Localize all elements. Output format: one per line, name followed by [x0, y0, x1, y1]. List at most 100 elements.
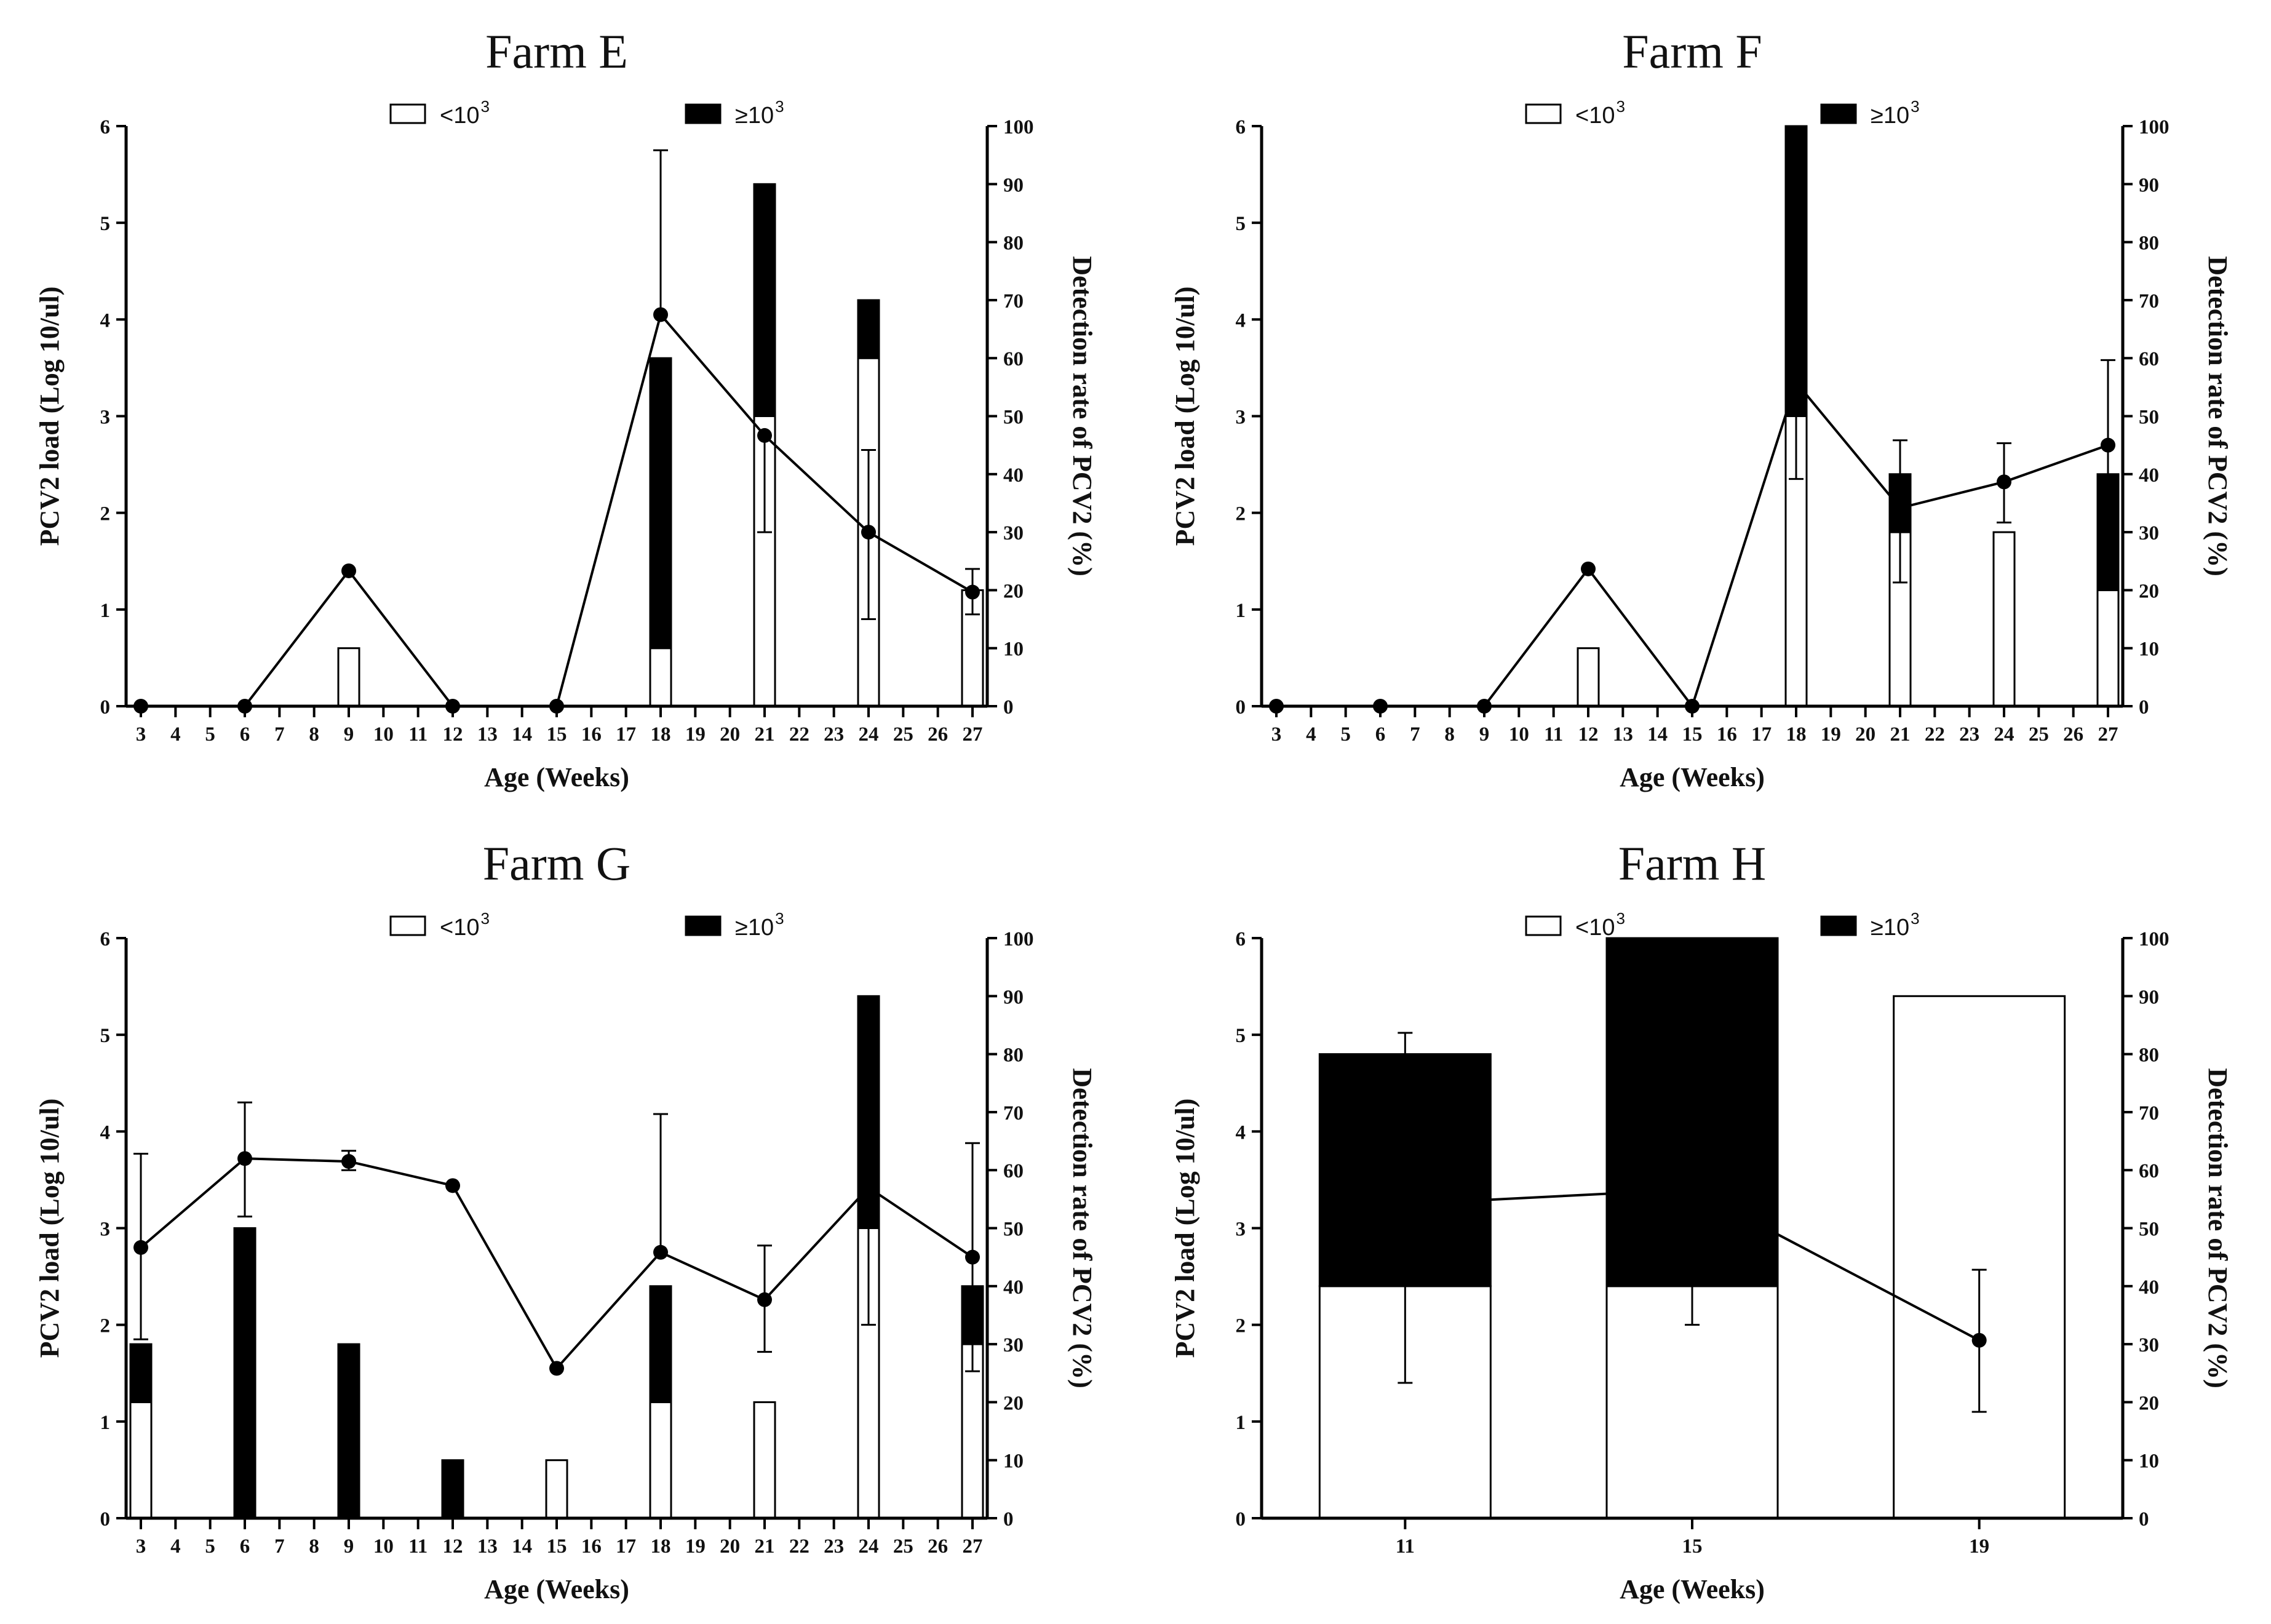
x-tick-label: 13 — [477, 723, 498, 746]
x-tick-label: 19 — [685, 723, 706, 746]
y2-tick-label: 20 — [1003, 580, 1024, 602]
x-axis-label: Age (Weeks) — [1620, 1574, 1765, 1604]
legend-swatch-low — [1525, 915, 1562, 936]
y-tick-label: 1 — [1236, 600, 1246, 622]
bar-high-week-3 — [129, 1343, 153, 1403]
x-tick-label: 24 — [859, 1535, 879, 1558]
load-point-week-21 — [757, 1292, 772, 1307]
x-tick-label: 8 — [1444, 723, 1455, 746]
bar-low-week-18 — [649, 647, 672, 707]
y2-tick-label: 70 — [1003, 290, 1024, 312]
y-tick-label: 4 — [100, 309, 111, 332]
bar-high-week-21 — [753, 183, 776, 417]
x-tick-label: 14 — [512, 1535, 532, 1558]
x-tick-label: 16 — [1717, 723, 1737, 746]
x-tick-label: 20 — [720, 723, 740, 746]
x-tick-label: 13 — [477, 1535, 498, 1558]
y-tick-label: 6 — [1236, 116, 1246, 138]
legend-entry-low: <10 3 — [389, 909, 490, 941]
x-tick-label: 17 — [1751, 723, 1772, 746]
x-tick-label: 17 — [616, 723, 636, 746]
y2-tick-label: 80 — [2139, 233, 2159, 255]
x-tick-label: 21 — [755, 723, 775, 746]
bar-high-week-18 — [649, 357, 672, 650]
legend-label-low: <10 — [440, 915, 479, 941]
y-axis-label: PCV2 load (Log 10/ul) — [1170, 1099, 1200, 1358]
y2-tick-label: 100 — [1003, 116, 1034, 138]
y2-tick-label: 90 — [1003, 986, 1024, 1008]
bar-low-week-15 — [545, 1459, 568, 1519]
y-tick-label: 6 — [100, 116, 111, 138]
x-tick-label: 5 — [1340, 723, 1351, 746]
y-tick-label: 2 — [100, 1315, 111, 1337]
y2-tick-label: 30 — [1003, 522, 1024, 544]
bar-low-week-18 — [649, 1401, 672, 1519]
load-point-week-12 — [445, 1178, 460, 1193]
chart-svg: Farm F<10 3 ≥10 301234560102030405060708090… — [1170, 25, 2233, 792]
y-tick-label: 3 — [100, 1219, 111, 1241]
x-tick-label: 5 — [205, 1535, 215, 1558]
x-tick-label: 26 — [928, 1535, 948, 1558]
x-tick-label: 25 — [893, 723, 913, 746]
y-tick-label: 5 — [100, 213, 111, 235]
legend-swatch-high — [685, 103, 722, 124]
x-axis-label: Age (Weeks) — [484, 1574, 629, 1604]
x-tick-label: 16 — [581, 723, 602, 746]
x-tick-label: 17 — [616, 1535, 636, 1558]
load-point-week-18 — [653, 307, 668, 322]
x-tick-label: 4 — [1306, 723, 1316, 746]
y2-axis-label: Detection rate of PCV2 (%) — [2203, 256, 2233, 576]
y-tick-label: 2 — [100, 503, 111, 525]
y-axis-label: PCV2 load (Log 10/ul) — [34, 1099, 65, 1358]
legend-entry-low: <10 3 — [389, 97, 490, 129]
x-tick-label: 14 — [512, 723, 532, 746]
legend-swatch-high — [1820, 103, 1857, 124]
x-tick-label: 14 — [1647, 723, 1668, 746]
chart-title: Farm E — [485, 25, 628, 78]
y-tick-label: 6 — [1236, 928, 1246, 950]
x-tick-label: 26 — [2063, 723, 2083, 746]
y2-tick-label: 0 — [1003, 1508, 1014, 1530]
x-tick-label: 27 — [963, 1535, 983, 1558]
y-tick-label: 5 — [1236, 213, 1246, 235]
x-tick-label: 6 — [240, 723, 250, 746]
x-tick-label: 13 — [1613, 723, 1633, 746]
y2-tick-label: 80 — [1003, 1045, 1024, 1067]
load-point-week-19 — [1971, 1332, 1987, 1348]
y-tick-label: 1 — [100, 1412, 111, 1434]
y2-tick-label: 60 — [2139, 348, 2159, 370]
legend-exponent: 3 — [1616, 97, 1625, 116]
load-point-week-6 — [237, 1151, 252, 1166]
load-point-week-21 — [1893, 500, 1907, 515]
y2-tick-label: 90 — [2139, 986, 2159, 1008]
bar-high-week-6 — [233, 1227, 257, 1519]
x-tick-label: 9 — [344, 1535, 354, 1558]
legend-swatch-low — [389, 103, 426, 124]
y2-tick-label: 10 — [2139, 639, 2159, 661]
x-tick-label: 7 — [274, 723, 285, 746]
y2-tick-label: 10 — [2139, 1451, 2159, 1473]
chart-svg: Farm H<10 3 ≥10 301234560102030405060708090… — [1170, 837, 2233, 1604]
legend-label-high: ≥10 — [735, 103, 774, 129]
x-tick-label: 7 — [1410, 723, 1420, 746]
x-tick-label: 12 — [443, 723, 463, 746]
y-tick-label: 3 — [100, 407, 111, 429]
legend-label-high: ≥10 — [735, 915, 774, 941]
x-tick-label: 10 — [373, 723, 394, 746]
x-tick-label: 11 — [408, 723, 428, 746]
load-point-week-3 — [133, 1240, 148, 1255]
load-point-week-9 — [341, 563, 356, 578]
x-tick-label: 22 — [1925, 723, 1945, 746]
chart-panel-farm-g: Farm G <10 3 ≥10 3 0 1 2 3 4 5 6 0 10 20 30 40 50 60 70 80 90… — [0, 812, 1136, 1624]
y2-tick-label: 40 — [1003, 464, 1024, 487]
y2-tick-label: 100 — [2139, 928, 2170, 950]
x-tick-label: 11 — [1396, 1535, 1415, 1558]
load-point-week-18 — [1789, 375, 1804, 390]
y2-axis-label: Detection rate of PCV2 (%) — [1067, 256, 1097, 576]
y-axis-label: PCV2 load (Log 10/ul) — [34, 287, 65, 546]
bar-low-week-24 — [1992, 531, 2016, 707]
x-tick-label: 18 — [651, 1535, 671, 1558]
bar-low-week-19 — [1893, 995, 2066, 1519]
x-tick-label: 6 — [240, 1535, 250, 1558]
x-tick-label: 8 — [309, 723, 319, 746]
